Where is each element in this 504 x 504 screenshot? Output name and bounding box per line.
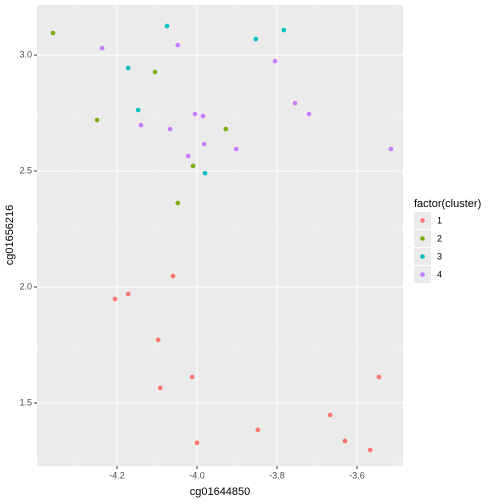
point xyxy=(194,440,200,446)
point xyxy=(164,23,170,29)
point xyxy=(223,126,229,132)
legend-title: factor(cluster) xyxy=(414,198,481,210)
legend-marker xyxy=(420,272,425,277)
point xyxy=(190,163,196,169)
point xyxy=(192,111,198,117)
point xyxy=(50,30,56,36)
x-tick-label: -4.0 xyxy=(189,470,205,480)
legend-label: 4 xyxy=(437,269,442,279)
x-tick-label: -3.6 xyxy=(349,470,365,480)
legend-label: 1 xyxy=(437,215,442,225)
point xyxy=(253,36,259,42)
legend-label: 3 xyxy=(437,251,442,261)
x-tick-label: -3.8 xyxy=(269,470,285,480)
point xyxy=(99,45,105,51)
point xyxy=(388,146,394,152)
point xyxy=(138,122,144,128)
point xyxy=(367,447,373,453)
y-axis-title: cg01656216 xyxy=(4,205,16,266)
legend-marker xyxy=(420,236,425,241)
y-tick-label: 3.0 xyxy=(19,49,32,59)
point xyxy=(255,427,261,433)
x-tick-label: -4.2 xyxy=(109,470,125,480)
point xyxy=(170,273,176,279)
point xyxy=(292,100,298,106)
point xyxy=(112,296,118,302)
point xyxy=(233,146,239,152)
point xyxy=(175,42,181,48)
point xyxy=(155,337,161,343)
panel xyxy=(37,5,403,466)
point xyxy=(201,141,207,147)
point xyxy=(175,200,181,206)
y-tick-label: 2.5 xyxy=(19,165,32,175)
point xyxy=(125,291,131,297)
legend-marker xyxy=(420,254,425,259)
legend-marker xyxy=(420,218,425,223)
point xyxy=(202,170,208,176)
point xyxy=(327,412,333,418)
point xyxy=(125,65,131,71)
point xyxy=(272,58,278,64)
x-axis-title: cg01644850 xyxy=(190,486,251,498)
point xyxy=(94,117,100,123)
point xyxy=(342,438,348,444)
point xyxy=(376,374,382,380)
point xyxy=(157,385,163,391)
point xyxy=(167,126,173,132)
point xyxy=(200,113,206,119)
point xyxy=(189,374,195,380)
legend-label: 2 xyxy=(437,233,442,243)
point xyxy=(185,153,191,159)
point xyxy=(281,27,287,33)
y-tick-label: 2.0 xyxy=(19,281,32,291)
point xyxy=(152,69,158,75)
point xyxy=(135,107,141,113)
point xyxy=(306,111,312,117)
y-tick-label: 1.5 xyxy=(19,397,32,407)
